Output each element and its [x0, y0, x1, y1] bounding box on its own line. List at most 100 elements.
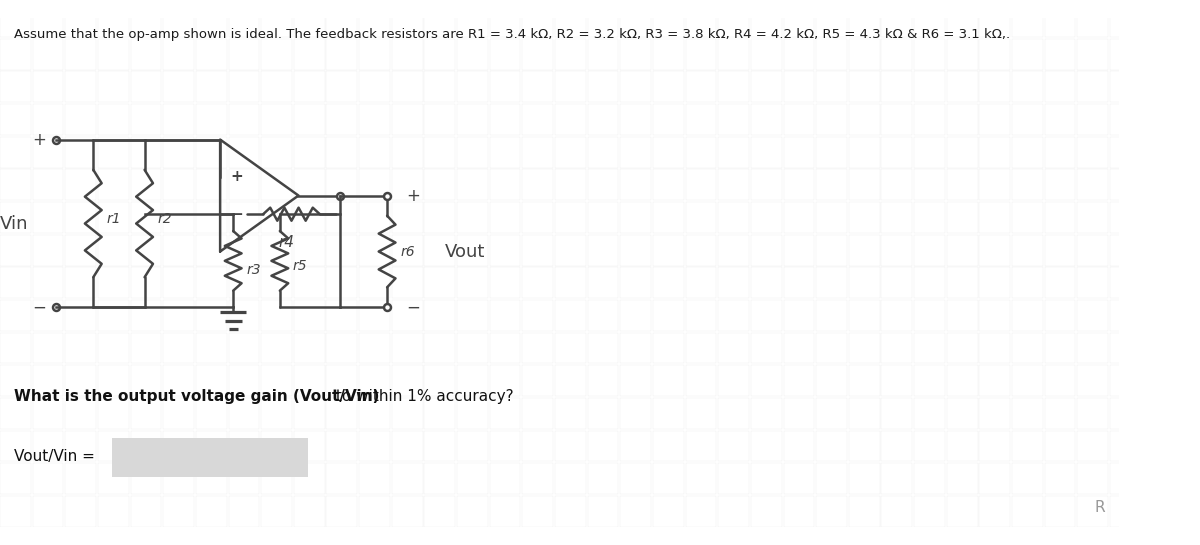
Text: Vin: Vin: [0, 215, 29, 233]
Bar: [554, 463, 586, 494]
Bar: [653, 235, 684, 265]
Bar: [32, 300, 64, 331]
Bar: [979, 431, 1010, 462]
Bar: [32, 39, 64, 70]
Bar: [359, 332, 390, 364]
Bar: [522, 6, 553, 37]
Bar: [391, 431, 422, 462]
Bar: [979, 496, 1010, 526]
Bar: [359, 39, 390, 70]
Bar: [391, 71, 422, 102]
Bar: [131, 202, 161, 233]
Bar: [751, 268, 781, 298]
Bar: [131, 365, 161, 396]
Bar: [1110, 39, 1141, 70]
Bar: [816, 268, 847, 298]
Bar: [588, 6, 618, 37]
Bar: [391, 6, 422, 37]
Bar: [359, 463, 390, 494]
Bar: [391, 202, 422, 233]
Bar: [262, 137, 292, 167]
Bar: [1110, 268, 1141, 298]
Bar: [947, 71, 978, 102]
Bar: [425, 332, 455, 364]
Bar: [1012, 104, 1043, 135]
Bar: [425, 137, 455, 167]
Bar: [522, 496, 553, 526]
Bar: [391, 496, 422, 526]
Bar: [816, 71, 847, 102]
Bar: [490, 496, 521, 526]
Bar: [816, 332, 847, 364]
Bar: [914, 6, 944, 37]
Bar: [914, 463, 944, 494]
Bar: [131, 137, 161, 167]
Bar: [784, 39, 815, 70]
Bar: [620, 6, 652, 37]
Bar: [163, 202, 194, 233]
Bar: [228, 169, 259, 200]
Bar: [816, 39, 847, 70]
Bar: [196, 268, 227, 298]
Bar: [1110, 6, 1141, 37]
Bar: [554, 268, 586, 298]
Bar: [359, 398, 390, 429]
Bar: [947, 39, 978, 70]
Bar: [326, 431, 358, 462]
Bar: [882, 268, 912, 298]
Bar: [1110, 463, 1141, 494]
Bar: [1078, 300, 1108, 331]
Bar: [522, 169, 553, 200]
Bar: [163, 137, 194, 167]
Bar: [1078, 39, 1108, 70]
Bar: [0, 365, 31, 396]
Bar: [326, 496, 358, 526]
Bar: [1110, 169, 1141, 200]
Bar: [522, 463, 553, 494]
Bar: [914, 71, 944, 102]
Bar: [653, 169, 684, 200]
Bar: [32, 398, 64, 429]
Bar: [554, 235, 586, 265]
Bar: [1045, 365, 1075, 396]
Bar: [228, 137, 259, 167]
Text: r5: r5: [293, 258, 307, 272]
Text: What is the output voltage gain (Vout/Vin): What is the output voltage gain (Vout/Vi…: [14, 389, 379, 404]
Bar: [490, 104, 521, 135]
Bar: [848, 169, 880, 200]
Bar: [32, 202, 64, 233]
Bar: [262, 268, 292, 298]
Bar: [359, 6, 390, 37]
Bar: [32, 71, 64, 102]
Bar: [1078, 235, 1108, 265]
Bar: [882, 431, 912, 462]
Bar: [784, 235, 815, 265]
Bar: [620, 235, 652, 265]
Bar: [719, 202, 749, 233]
Bar: [425, 463, 455, 494]
Bar: [522, 365, 553, 396]
Bar: [882, 104, 912, 135]
Bar: [359, 71, 390, 102]
Bar: [196, 235, 227, 265]
Bar: [0, 39, 31, 70]
Bar: [1012, 365, 1043, 396]
Bar: [947, 332, 978, 364]
Bar: [65, 169, 96, 200]
Text: +: +: [407, 186, 420, 204]
Bar: [98, 6, 128, 37]
Bar: [816, 431, 847, 462]
Text: −: −: [32, 299, 46, 317]
Bar: [359, 365, 390, 396]
Bar: [979, 39, 1010, 70]
Bar: [228, 300, 259, 331]
Bar: [1012, 6, 1043, 37]
Bar: [65, 332, 96, 364]
Bar: [1045, 268, 1075, 298]
Bar: [1045, 496, 1075, 526]
Bar: [65, 137, 96, 167]
Bar: [490, 169, 521, 200]
Bar: [848, 398, 880, 429]
Bar: [294, 365, 325, 396]
Bar: [490, 365, 521, 396]
